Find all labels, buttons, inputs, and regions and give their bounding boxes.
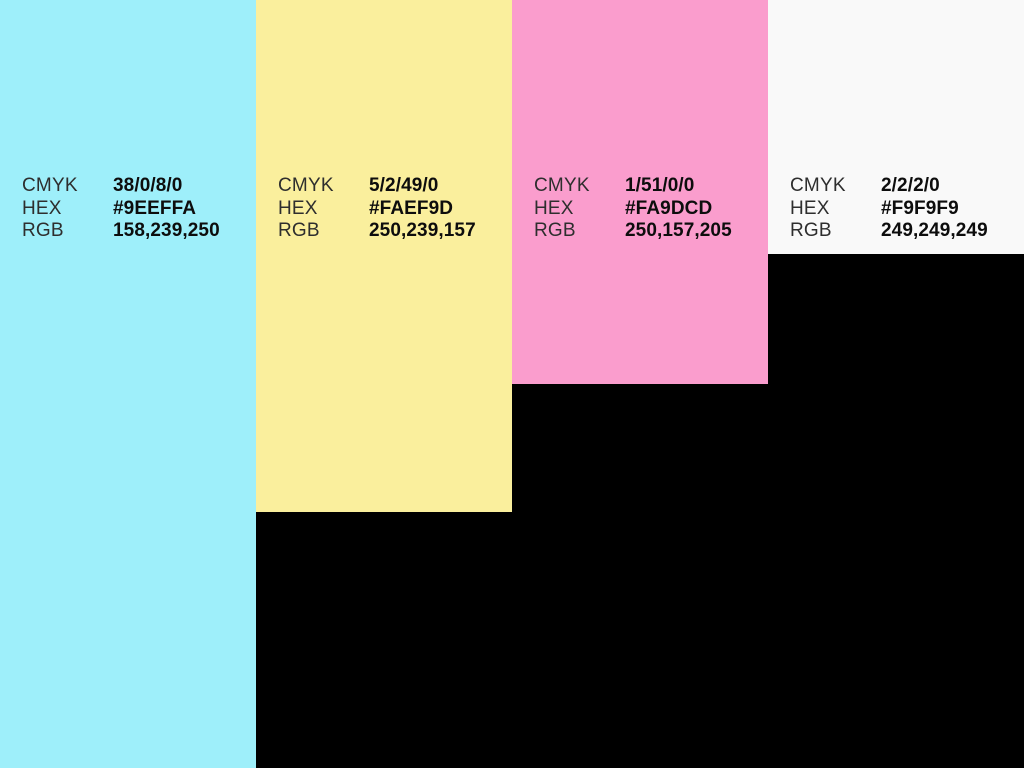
cmyk-row: CMYK 5/2/49/0: [278, 175, 512, 198]
hex-label: HEX: [534, 197, 574, 219]
color-swatch-pink: CMYK 1/51/0/0 HEX #FA9DCD RGB 250,157,20…: [512, 0, 768, 384]
rgb-label: RGB: [790, 220, 832, 241]
color-specs-light-blue: CMYK 38/0/8/0 HEX #9EEFFA RGB 158,239,25…: [0, 175, 256, 243]
hex-value: #FA9DCD: [625, 197, 713, 219]
color-swatch-off-white: CMYK 2/2/2/0 HEX #F9F9F9 RGB 249,249,249: [768, 0, 1024, 254]
rgb-row: RGB 250,239,157: [278, 220, 512, 243]
hex-label: HEX: [790, 197, 830, 219]
hex-label: HEX: [278, 197, 318, 219]
hex-value: #FAEF9D: [369, 197, 454, 219]
color-specs-off-white: CMYK 2/2/2/0 HEX #F9F9F9 RGB 249,249,249: [768, 175, 1024, 243]
hex-row: HEX #FA9DCD: [534, 198, 768, 221]
cmyk-value: 38/0/8/0: [113, 175, 183, 196]
rgb-value: 249,249,249: [881, 220, 988, 241]
cmyk-label: CMYK: [534, 175, 590, 196]
cmyk-row: CMYK 2/2/2/0: [790, 175, 1024, 198]
color-swatch-light-blue: CMYK 38/0/8/0 HEX #9EEFFA RGB 158,239,25…: [0, 0, 256, 768]
cmyk-value: 1/51/0/0: [625, 175, 695, 196]
color-swatch-light-yellow: CMYK 5/2/49/0 HEX #FAEF9D RGB 250,239,15…: [256, 0, 512, 512]
rgb-row: RGB 250,157,205: [534, 220, 768, 243]
cmyk-label: CMYK: [790, 175, 846, 196]
hex-row: HEX #FAEF9D: [278, 198, 512, 221]
rgb-label: RGB: [534, 220, 576, 241]
color-specs-light-yellow: CMYK 5/2/49/0 HEX #FAEF9D RGB 250,239,15…: [256, 175, 512, 243]
rgb-value: 158,239,250: [113, 220, 220, 241]
hex-row: HEX #9EEFFA: [22, 198, 256, 221]
rgb-label: RGB: [22, 220, 64, 241]
cmyk-label: CMYK: [22, 175, 78, 196]
hex-value: #F9F9F9: [881, 197, 959, 219]
hex-value: #9EEFFA: [113, 197, 197, 219]
rgb-value: 250,157,205: [625, 220, 732, 241]
cmyk-value: 5/2/49/0: [369, 175, 439, 196]
cmyk-row: CMYK 38/0/8/0: [22, 175, 256, 198]
rgb-row: RGB 158,239,250: [22, 220, 256, 243]
cmyk-row: CMYK 1/51/0/0: [534, 175, 768, 198]
cmyk-value: 2/2/2/0: [881, 175, 940, 196]
rgb-label: RGB: [278, 220, 320, 241]
rgb-value: 250,239,157: [369, 220, 476, 241]
cmyk-label: CMYK: [278, 175, 334, 196]
rgb-row: RGB 249,249,249: [790, 220, 1024, 243]
hex-label: HEX: [22, 197, 62, 219]
color-specs-pink: CMYK 1/51/0/0 HEX #FA9DCD RGB 250,157,20…: [512, 175, 768, 243]
hex-row: HEX #F9F9F9: [790, 198, 1024, 221]
